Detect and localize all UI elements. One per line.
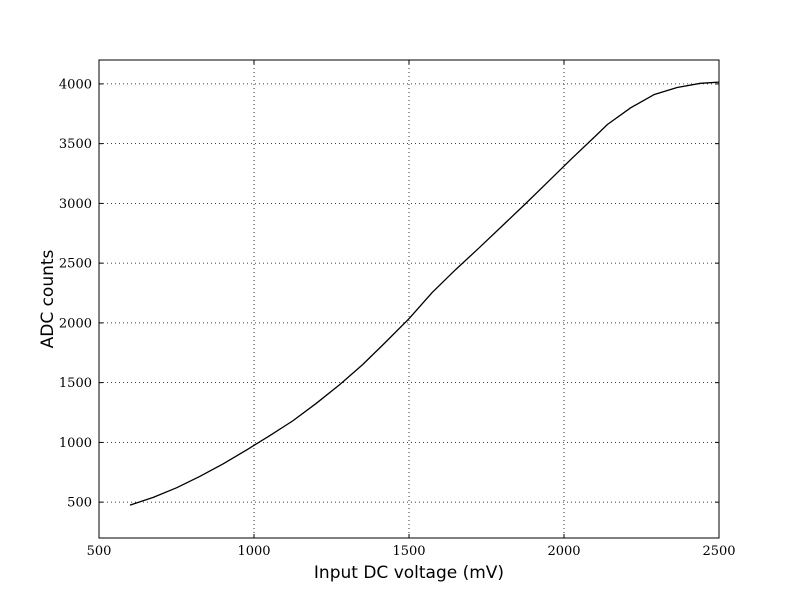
y-tick-label: 1500 [59,376,92,391]
y-tick-label: 2000 [59,316,92,331]
y-tick-label: 500 [67,496,92,511]
x-tick-label: 500 [87,544,112,559]
tick-layer: 500 1000 1500 2000 2500 500 1000 1500 2000 2500 30… [59,60,736,559]
line-layer [129,81,720,506]
y-axis-label: ADC counts [38,249,58,348]
y-tick-label: 1000 [59,436,92,451]
y-tick-label: 4000 [59,77,92,92]
x-axis-label: Input DC voltage (mV) [314,563,504,583]
y-tick-label: 2500 [59,257,92,272]
x-tick-label: 2500 [702,544,735,559]
series-line [129,81,720,506]
y-tick-label: 3500 [59,137,92,152]
y-tick-label: 3000 [59,197,92,212]
grid-layer [98,60,720,538]
x-tick-label: 1500 [392,544,425,559]
x-tick-label: 2000 [547,544,580,559]
x-tick-label: 1000 [237,544,270,559]
